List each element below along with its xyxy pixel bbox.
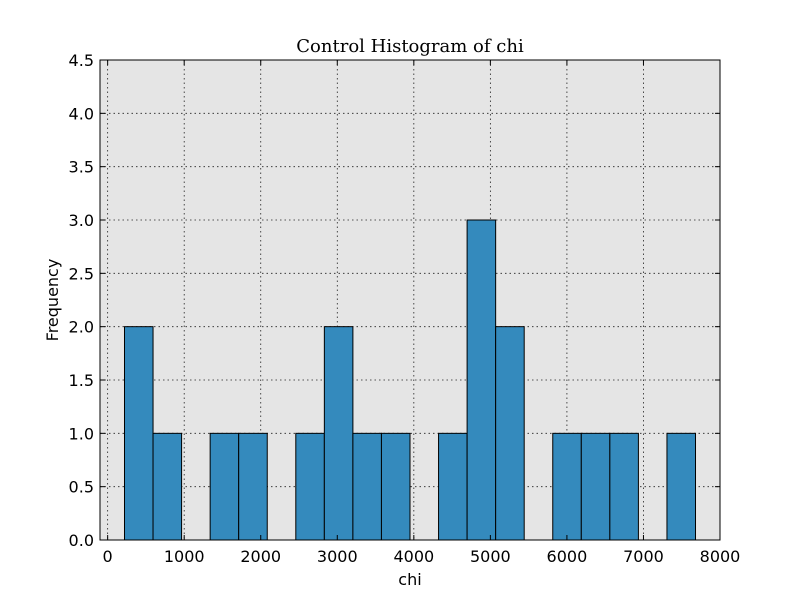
histogram-bar xyxy=(209,432,240,541)
histogram-bar xyxy=(380,432,411,541)
y-tick-label: 0.5 xyxy=(69,478,94,497)
histogram-bar xyxy=(323,326,354,541)
histogram-bar xyxy=(580,432,611,541)
histogram-bar xyxy=(609,432,639,541)
bars xyxy=(123,219,697,541)
y-tick-label: 4.5 xyxy=(69,51,94,70)
y-tick-label: 4.0 xyxy=(69,104,94,123)
x-tick-label: 6000 xyxy=(547,547,588,566)
chart-title: Control Histogram of chi xyxy=(296,36,524,57)
x-tick-label: 3000 xyxy=(317,547,358,566)
x-tick-label: 4000 xyxy=(393,547,434,566)
histogram-bar xyxy=(495,326,525,541)
histogram-bar xyxy=(438,432,468,541)
histogram-bar xyxy=(466,219,497,541)
y-tick-label: 1.5 xyxy=(69,371,94,390)
x-axis-label: chi xyxy=(398,570,421,589)
x-tick-label: 7000 xyxy=(623,547,664,566)
y-tick-label: 3.0 xyxy=(69,211,94,230)
histogram-bar xyxy=(123,326,154,541)
x-tick-label: 1000 xyxy=(164,547,205,566)
y-tick-label: 1.0 xyxy=(69,424,94,443)
histogram-bar xyxy=(666,432,697,541)
y-axis-label: Frequency xyxy=(43,259,62,342)
histogram-bar xyxy=(552,432,582,541)
x-tick-label: 2000 xyxy=(240,547,281,566)
histogram-bar xyxy=(152,432,183,541)
y-tick-label: 3.5 xyxy=(69,158,94,177)
x-tick-label: 8000 xyxy=(700,547,741,566)
histogram-bar xyxy=(295,432,325,541)
x-tick-label: 0 xyxy=(103,547,113,566)
y-tick-label: 0.0 xyxy=(69,531,94,550)
plot-frame xyxy=(99,59,721,541)
x-tick-label: 5000 xyxy=(470,547,511,566)
y-tick-label: 2.5 xyxy=(69,264,94,283)
ticks: 0 1000 2000 3000 4000 5000 6000 7000 8000 0.0 0.5 1… xyxy=(69,51,741,566)
histogram-bar xyxy=(352,432,382,541)
y-tick-label: 2.0 xyxy=(69,318,94,337)
histogram-bar xyxy=(238,432,268,541)
